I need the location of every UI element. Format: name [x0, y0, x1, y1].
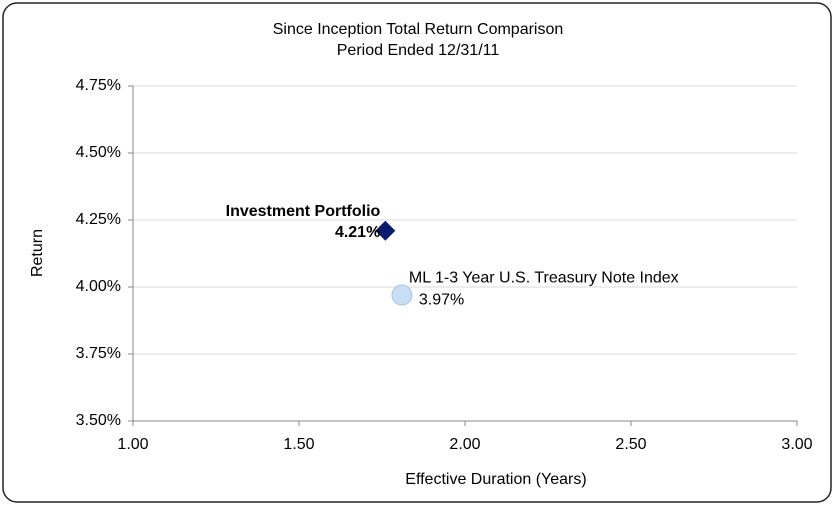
y-axis-label: Return	[29, 229, 46, 277]
value-label: 4.21%	[335, 224, 380, 241]
value-label: 3.97%	[419, 291, 464, 308]
point	[391, 284, 413, 306]
y-tick-label: 4.50%	[76, 144, 121, 161]
x-tick-label: 1.50	[283, 436, 314, 453]
x-tick-label: 2.50	[615, 436, 646, 453]
y-tick-label: 4.25%	[76, 211, 121, 228]
y-tick-label: 4.00%	[76, 278, 121, 295]
x-tick-label: 1.00	[117, 436, 148, 453]
point	[375, 220, 396, 241]
chart-frame	[2, 2, 832, 503]
chart-subtitle: Period Ended 12/31/11	[337, 42, 500, 59]
y-tick-label: 3.75%	[76, 345, 121, 362]
series-name-label: ML 1-3 Year U.S. Treasury Note Index	[409, 269, 679, 286]
x-axis-label: Effective Duration (Years)	[405, 471, 586, 488]
chart-title: Since Inception Total Return Comparison	[273, 21, 564, 38]
y-tick-label: 4.75%	[76, 77, 121, 94]
y-tick-label: 3.50%	[76, 412, 121, 429]
x-tick-label: 2.00	[449, 436, 480, 453]
series-name-label: Investment Portfolio	[226, 203, 381, 220]
x-tick-label: 3.00	[781, 436, 812, 453]
